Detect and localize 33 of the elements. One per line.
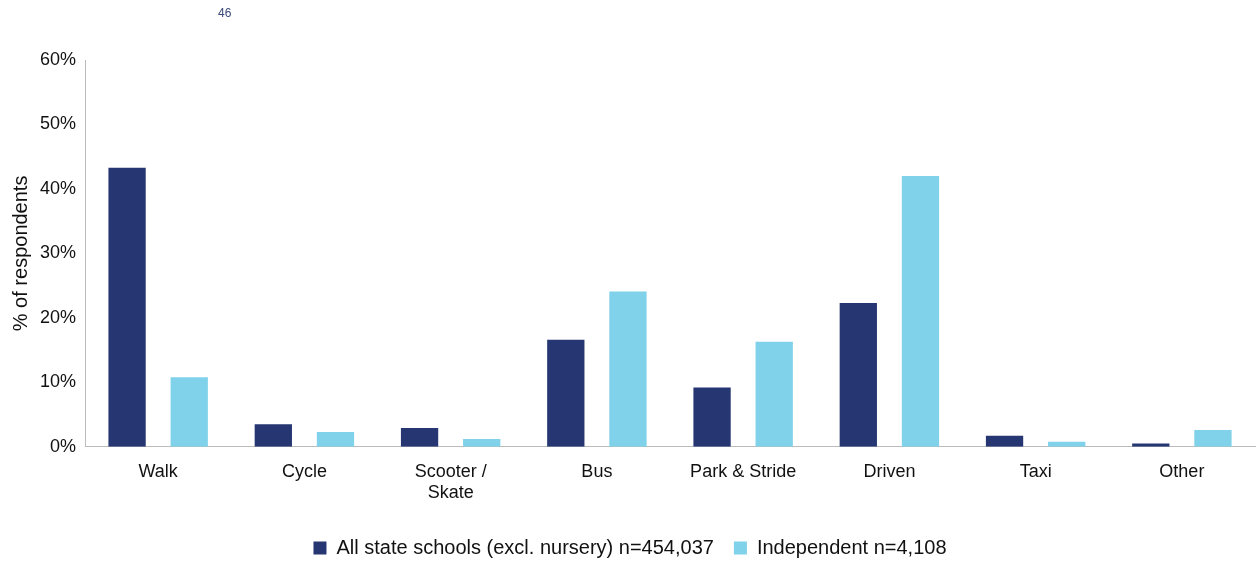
bar bbox=[985, 435, 1024, 447]
bar bbox=[254, 424, 292, 447]
x-tick-label: Park & Stride bbox=[690, 460, 797, 481]
x-tick-label: Cycle bbox=[281, 460, 327, 481]
x-tick-label: Bus bbox=[581, 460, 613, 481]
bar bbox=[108, 167, 146, 447]
x-tick-label: Scooter / Skate bbox=[414, 460, 487, 503]
text: 46 bbox=[218, 6, 232, 20]
y-tick-label: 20% bbox=[40, 306, 77, 327]
y-tick-label: 10% bbox=[40, 371, 77, 392]
legend-label: Independent n=4,108 bbox=[756, 535, 947, 558]
bar bbox=[316, 431, 355, 447]
bar bbox=[693, 387, 731, 447]
bar bbox=[839, 303, 877, 447]
y-tick-label: 60% bbox=[40, 48, 77, 69]
x-tick-label: Taxi bbox=[1019, 460, 1052, 481]
bar bbox=[463, 439, 501, 447]
y-tick-label: 50% bbox=[40, 113, 77, 134]
legend-label: All state schools (excl. nursery) n=454,037 bbox=[336, 535, 714, 558]
y-axis-title: % of respondents bbox=[8, 175, 31, 332]
y-tick-label: 40% bbox=[40, 177, 77, 198]
bar bbox=[901, 176, 940, 447]
y-tick-label: 0% bbox=[50, 435, 77, 456]
bar bbox=[170, 377, 208, 447]
bar bbox=[547, 339, 585, 447]
bar bbox=[609, 291, 647, 447]
x-tick-label: Other bbox=[1159, 460, 1205, 481]
x-tick-label: Driven bbox=[863, 460, 916, 481]
bar bbox=[1194, 430, 1232, 447]
bar bbox=[755, 341, 793, 447]
y-tick-label: 30% bbox=[40, 242, 77, 263]
x-tick-label: Walk bbox=[138, 460, 179, 481]
bar bbox=[400, 428, 439, 447]
